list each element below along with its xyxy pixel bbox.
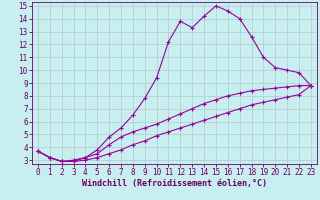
X-axis label: Windchill (Refroidissement éolien,°C): Windchill (Refroidissement éolien,°C)	[82, 179, 267, 188]
